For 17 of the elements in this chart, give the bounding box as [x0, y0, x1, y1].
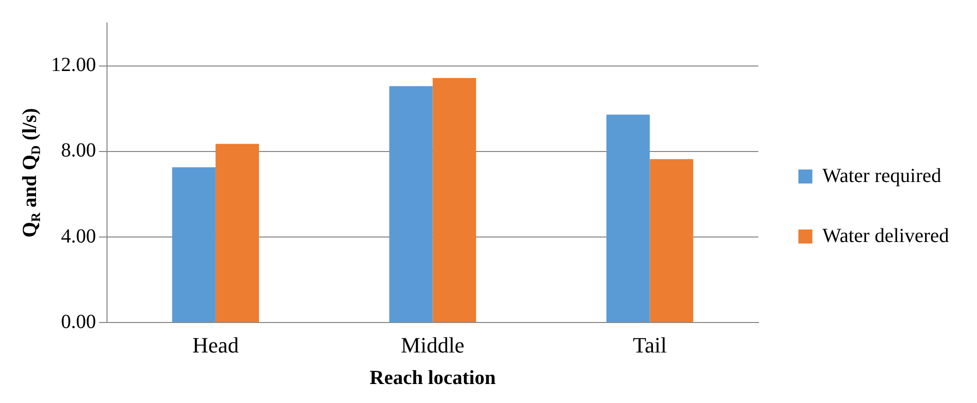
bar — [606, 114, 650, 322]
bar — [172, 167, 216, 322]
x-axis-title: Reach location — [370, 367, 496, 390]
x-tick-label: Tail — [632, 332, 667, 358]
bar — [389, 86, 433, 322]
y-tick-label: 4.00 — [61, 225, 96, 248]
y-tick-label: 8.00 — [61, 140, 96, 162]
y-tick-label: 0.00 — [61, 310, 96, 333]
legend-label: Water required — [822, 164, 942, 187]
x-tick-label: Middle — [400, 332, 464, 358]
legend-label: Water delivered — [822, 224, 950, 247]
bar — [650, 159, 694, 322]
x-tick-label: Head — [192, 332, 239, 358]
bar — [432, 78, 476, 322]
bar — [216, 144, 259, 322]
y-axis-title: QR and QD (l/s) — [19, 108, 43, 238]
y-tick-label: 12.00 — [51, 54, 96, 76]
